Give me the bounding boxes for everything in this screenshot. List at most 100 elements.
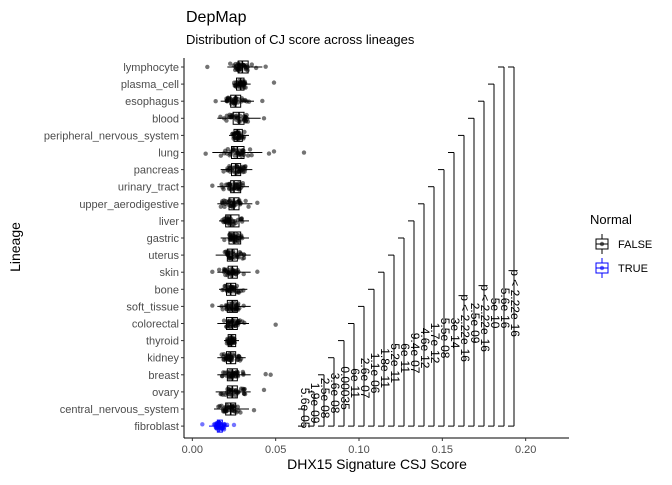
y-tick-label: kidney xyxy=(147,353,179,365)
outlier-point xyxy=(266,151,272,156)
p-value-label: 3e-14 xyxy=(448,318,462,349)
outlier-point xyxy=(200,422,205,427)
data-point xyxy=(227,371,233,376)
box-group-kidney xyxy=(217,351,246,365)
outlier-point xyxy=(260,98,265,104)
outlier-point xyxy=(210,269,215,275)
box-group-peripheral_nervous_system xyxy=(229,128,249,142)
box-group-upper_aerodigestive xyxy=(217,197,260,211)
p-value-label: 6e-11 xyxy=(348,368,362,398)
p-value-label: 1.8e-11 xyxy=(378,348,392,388)
comparison-15: 3e-14 xyxy=(448,152,462,427)
comparison-7: 1.1e-06 xyxy=(368,288,382,427)
box-group-fibroblast xyxy=(200,419,237,433)
data-point xyxy=(230,407,236,413)
x-axis-label: DHX15 Signature CSJ Score xyxy=(287,456,467,472)
box-group-colorectal xyxy=(217,317,278,330)
box-group-blood xyxy=(217,111,267,125)
legend-keys: FALSE TRUE xyxy=(595,234,652,278)
data-point xyxy=(223,392,228,397)
p-value-label: 1.7e-12 xyxy=(428,323,442,364)
p-value-label: 5e-10 xyxy=(488,298,502,329)
box-group-central_nervous_system xyxy=(214,402,257,416)
comparison-11: 9.4e-07 xyxy=(408,220,422,427)
y-tick-label: ovary xyxy=(152,387,179,399)
data-point xyxy=(227,387,232,392)
data-point xyxy=(219,352,224,357)
outlier-point xyxy=(205,64,210,70)
data-point xyxy=(237,130,242,136)
y-tick-label: lung xyxy=(158,148,179,160)
box-group-plasma_cell xyxy=(232,77,277,91)
data-point xyxy=(232,153,237,158)
p-value-label: 5.5e-08 xyxy=(438,318,452,359)
box-iqr xyxy=(237,60,249,74)
y-tick-label: lymphocyte xyxy=(123,62,179,74)
p-value-label: 6e-11 xyxy=(398,343,412,373)
data-point xyxy=(221,318,227,323)
data-point xyxy=(241,255,247,261)
outlier-point xyxy=(273,322,278,327)
legend-point xyxy=(599,241,605,247)
data-point xyxy=(234,289,239,295)
legend-point xyxy=(599,265,605,271)
data-point xyxy=(253,65,259,71)
outlier-point xyxy=(301,150,307,155)
comparison-9: 5.2e-11 xyxy=(388,254,402,427)
y-tick-label: upper_aerodigestive xyxy=(79,199,179,211)
data-point xyxy=(217,403,222,409)
comparison-1: 1.9e-09 xyxy=(308,383,322,427)
data-point xyxy=(242,129,247,135)
chart-subtitle: Distribution of CJ score across lineages xyxy=(186,32,415,47)
comparison-16: p < 2.22e-16 xyxy=(458,134,472,427)
comparison-0: 5.6e-05 xyxy=(298,388,312,429)
box-group-gastric xyxy=(220,231,249,245)
comparison-5: 6e-11 xyxy=(348,323,362,427)
data-point xyxy=(222,424,227,429)
p-value-label: p < 2.22e-16 xyxy=(478,284,492,352)
box-group-urinary_tract xyxy=(210,180,249,194)
box-group-esophagus xyxy=(213,94,265,108)
x-tick-label: 0.20 xyxy=(515,444,536,456)
comparison-19: 5e-10 xyxy=(488,83,502,427)
box-group-bone xyxy=(219,282,248,296)
data-point xyxy=(223,358,228,363)
y-tick-label: colorectal xyxy=(132,319,179,331)
data-point xyxy=(240,98,245,103)
outlier-point xyxy=(231,422,237,428)
outlier-point xyxy=(271,149,277,154)
y-tick-label: uterus xyxy=(148,250,179,262)
data-point xyxy=(245,153,251,158)
p-value-label: 5.6e-16 xyxy=(498,288,512,329)
x-tick-label: 0.05 xyxy=(265,444,286,456)
data-point xyxy=(228,61,233,66)
data-point xyxy=(249,153,254,158)
data-point xyxy=(243,67,248,72)
box-iqr xyxy=(228,231,242,245)
outlier-point xyxy=(213,98,218,104)
data-point xyxy=(227,303,232,309)
y-tick-label: central_nervous_system xyxy=(60,404,179,416)
comparison-10: 6e-11 xyxy=(398,237,412,427)
data-point xyxy=(244,63,249,68)
data-point xyxy=(241,271,246,277)
data-point xyxy=(220,185,225,190)
box-group-lung xyxy=(203,146,307,159)
y-tick-label: esophagus xyxy=(125,96,179,108)
y-tick-label: gastric xyxy=(147,233,180,245)
box-group-liver xyxy=(219,214,249,228)
data-point xyxy=(234,410,239,415)
data-point xyxy=(231,100,236,106)
data-point xyxy=(225,95,231,100)
outlier-point xyxy=(251,408,257,413)
data-point xyxy=(222,237,227,243)
y-tick-label: peripheral_nervous_system xyxy=(44,130,179,142)
y-tick-label: liver xyxy=(159,216,180,228)
outlier-point xyxy=(263,64,268,69)
data-point xyxy=(238,386,244,391)
data-point xyxy=(221,169,226,174)
box-group-skin xyxy=(210,265,260,279)
outlier-point xyxy=(255,200,260,205)
